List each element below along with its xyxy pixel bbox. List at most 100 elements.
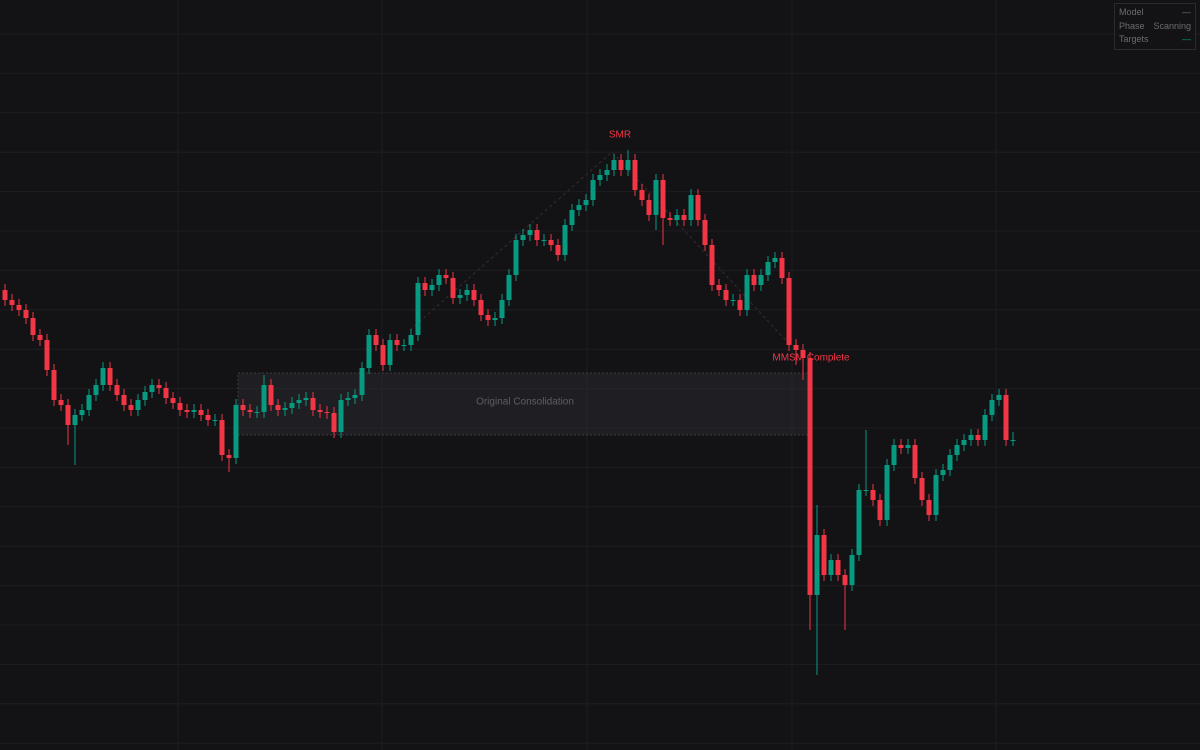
candle-body (667, 218, 673, 220)
candle-body (737, 300, 743, 310)
candle-body (807, 358, 813, 595)
candle-body (142, 392, 148, 400)
candle-body (660, 180, 666, 218)
panel-label: Phase (1119, 20, 1145, 31)
candle-body (303, 398, 309, 400)
candle-body (401, 345, 407, 346)
candle-body (625, 160, 631, 170)
candle-body (345, 398, 351, 400)
candle-body (86, 395, 92, 410)
candle-body (37, 335, 43, 340)
candle-body (9, 300, 15, 305)
candle-body (597, 175, 603, 180)
candle-body (93, 385, 99, 395)
candle-body (51, 370, 57, 400)
candle-body (828, 560, 834, 575)
path-guide (409, 151, 791, 346)
candle-body (191, 410, 197, 412)
candle-body (695, 195, 701, 220)
candle-body (821, 535, 827, 575)
candle-body (156, 385, 162, 388)
candle-body (779, 258, 785, 278)
candle-body (128, 405, 134, 410)
candle-body (681, 215, 687, 220)
panel-row: Targets — (1119, 33, 1191, 47)
candle-body (786, 278, 792, 345)
panel-value: — (1182, 7, 1191, 17)
candle-body (415, 283, 421, 335)
candle-body (562, 225, 568, 255)
candle-body (436, 275, 442, 285)
candle-body (499, 300, 505, 318)
candle-body (590, 180, 596, 200)
candle-body (968, 435, 974, 440)
candle-body (583, 200, 589, 205)
candle-body (310, 398, 316, 410)
candle-body (506, 275, 512, 300)
candle-body (359, 368, 365, 395)
candle-body (772, 258, 778, 262)
status-panel: Model — Phase Scanning Targets — (1114, 3, 1196, 50)
candle-body (709, 245, 715, 285)
candle-body (366, 335, 372, 368)
candle-body (576, 205, 582, 210)
candle-body (933, 475, 939, 515)
candle-body (849, 555, 855, 585)
candle-body (912, 445, 918, 478)
candle-body (877, 500, 883, 520)
candle-body (114, 385, 120, 395)
candle-body (884, 465, 890, 520)
candle-body (1010, 440, 1016, 441)
candle-body (30, 318, 36, 335)
candle-body (261, 385, 267, 412)
candle-body (149, 385, 155, 392)
candles (2, 150, 1016, 675)
candle-body (79, 410, 85, 415)
candle-body (730, 300, 736, 301)
candle-body (219, 420, 225, 455)
candle-body (492, 318, 498, 320)
candle-body (289, 403, 295, 408)
candle-body (226, 455, 232, 458)
candle-body (100, 368, 106, 385)
candle-body (443, 275, 449, 278)
candle-body (632, 160, 638, 190)
candle-body (65, 405, 71, 425)
candle-body (107, 368, 113, 385)
candle-body (611, 160, 617, 170)
candle-body (947, 455, 953, 470)
candle-body (1003, 395, 1009, 440)
candle-body (205, 415, 211, 420)
candle-body (2, 290, 8, 300)
panel-label: Model (1119, 7, 1144, 17)
candle-body (744, 275, 750, 310)
candle-body (170, 398, 176, 403)
candle-body (569, 210, 575, 225)
candle-body (317, 410, 323, 412)
candle-body (296, 400, 302, 403)
panel-value: — (1182, 34, 1191, 44)
candle-body (793, 345, 799, 350)
candle-body (954, 445, 960, 455)
candle-body (471, 290, 477, 300)
candle-body (135, 400, 141, 410)
candle-body (184, 410, 190, 412)
candle-body (254, 412, 260, 413)
candle-body (457, 295, 463, 298)
candle-body (338, 400, 344, 432)
candle-body (996, 395, 1002, 400)
candle-body (247, 410, 253, 412)
panel-label: Targets (1119, 34, 1149, 44)
candle-body (422, 283, 428, 290)
candle-body (408, 335, 414, 345)
candle-body (121, 395, 127, 405)
candle-body (485, 315, 491, 320)
panel-value: Scanning (1153, 20, 1191, 31)
candle-body (429, 285, 435, 290)
candle-body (163, 388, 169, 398)
candle-body (758, 275, 764, 285)
candle-body (527, 230, 533, 235)
candle-body (282, 408, 288, 410)
